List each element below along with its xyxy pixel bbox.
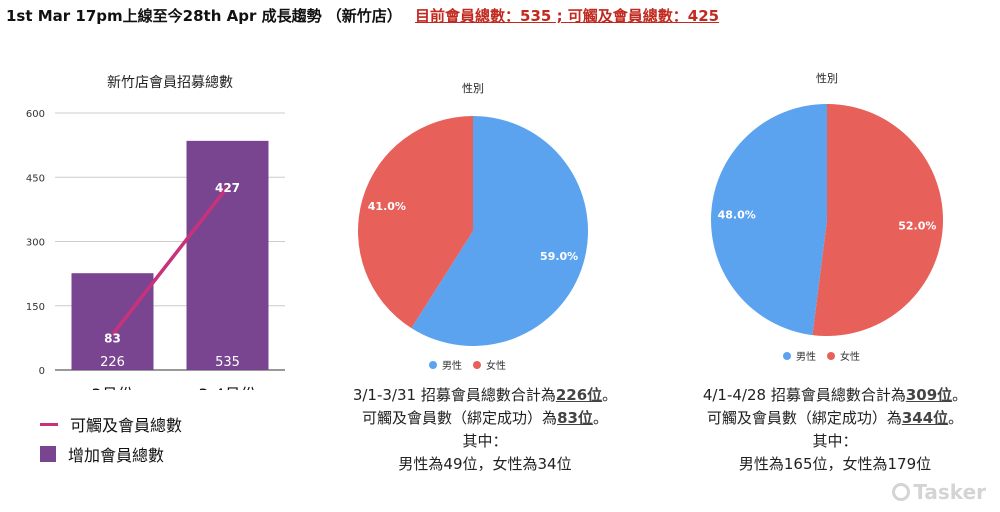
pie-slice-label: 52.0%: [898, 220, 936, 233]
april-summary-line-4: 男性為165位，女性為179位: [738, 455, 932, 473]
page-header: 1st Mar 17pm上線至今28th Apr 成長趨勢 （新竹店） 目前會員…: [6, 4, 996, 28]
bar-value-label: 226: [100, 355, 125, 370]
tasker-watermark: Tasker: [892, 480, 986, 504]
line-series: [111, 186, 229, 336]
pie-chart-march-panel: 性別 59.0% 41.0% 男性 女性: [345, 78, 605, 378]
bar-chart: 新竹店會員招募總數 0 150 300 450 600 226 3月份 535 3-4月份 83 42…: [26, 74, 285, 404]
march-summary-line-2: 可觸及會員數（綁定成功）為83位。: [362, 409, 608, 427]
y-tick-label: 150: [26, 302, 45, 313]
march-summary-line-1: 3/1-3/31 招募會員總數合計為226位。: [352, 386, 618, 404]
legend-swatch: [827, 352, 835, 360]
line-value-label: 83: [104, 331, 121, 345]
april-summary-line-3: 其中：: [812, 432, 858, 450]
pie-chart-april: 性別 52.0% 48.0% 男性 女性: [711, 71, 943, 363]
watermark-text: Tasker: [913, 480, 986, 504]
legend-label: 女性: [840, 350, 860, 363]
pie-slice: [812, 104, 943, 336]
legend-swatch: [473, 361, 481, 369]
legend-swatch: [429, 361, 437, 369]
member-summary: 目前會員總數：535 ; 可觸及會員總數：425: [415, 7, 720, 25]
bar-chart-title: 新竹店會員招募總數: [107, 74, 233, 91]
pie-slice: [358, 116, 473, 329]
legend-label: 男性: [796, 350, 816, 363]
march-summary: 3/1-3/31 招募會員總數合計為226位。 可觸及會員數（綁定成功）為83位…: [320, 384, 650, 476]
legend-bar-swatch: [40, 446, 56, 462]
pie-chart-march: 性別 59.0% 41.0% 男性 女性: [358, 81, 588, 372]
pie-slice-label: 41.0%: [368, 200, 406, 213]
pie-chart-april-panel: 性別 52.0% 48.0% 男性 女性: [700, 68, 960, 368]
march-summary-line-4: 男性為49位，女性為34位: [398, 455, 572, 473]
bar-chart-panel: 新竹店會員招募總數 0 150 300 450 600 226 3月份 535 3-4月份 83 42…: [0, 60, 300, 404]
legend-swatch: [783, 352, 791, 360]
y-tick-label: 300: [26, 238, 45, 249]
legend-line-swatch: [40, 422, 58, 426]
pie-slice-label: 59.0%: [540, 250, 578, 263]
april-summary: 4/1-4/28 招募會員總數合計為309位。 可觸及會員數（綁定成功）為344…: [675, 384, 995, 476]
legend-line-label: 可觸及會員總數: [70, 416, 183, 435]
march-summary-line-3: 其中：: [462, 432, 508, 450]
legend-bar-label: 增加會員總數: [68, 446, 165, 465]
x-tick-label: 3月份: [91, 385, 133, 390]
y-tick-label: 600: [26, 109, 45, 120]
y-tick-label: 0: [39, 366, 45, 377]
legend-label: 女性: [486, 359, 506, 372]
bar: [186, 140, 269, 370]
legend-label: 男性: [442, 359, 462, 372]
pie-slice: [711, 104, 827, 336]
pie-title: 性別: [462, 81, 484, 95]
legend-item-line: 可觸及會員總數: [40, 412, 182, 436]
line-value-label: 427: [215, 181, 240, 195]
bar: [71, 273, 154, 370]
pie-slice-label: 48.0%: [718, 208, 756, 221]
bar-value-label: 535: [215, 355, 240, 370]
legend-item-bar: 增加會員總數: [40, 442, 164, 466]
april-summary-line-1: 4/1-4/28 招募會員總數合計為309位。: [702, 386, 968, 404]
y-tick-label: 450: [26, 173, 45, 184]
pie-slice: [411, 116, 588, 346]
page-title: 1st Mar 17pm上線至今28th Apr 成長趨勢 （新竹店）: [6, 7, 402, 25]
april-summary-line-2: 可觸及會員數（綁定成功）為344位。: [706, 409, 964, 427]
tasker-logo-icon: [892, 483, 911, 501]
x-tick-label: 3-4月份: [198, 385, 256, 390]
pie-title: 性別: [816, 71, 838, 85]
